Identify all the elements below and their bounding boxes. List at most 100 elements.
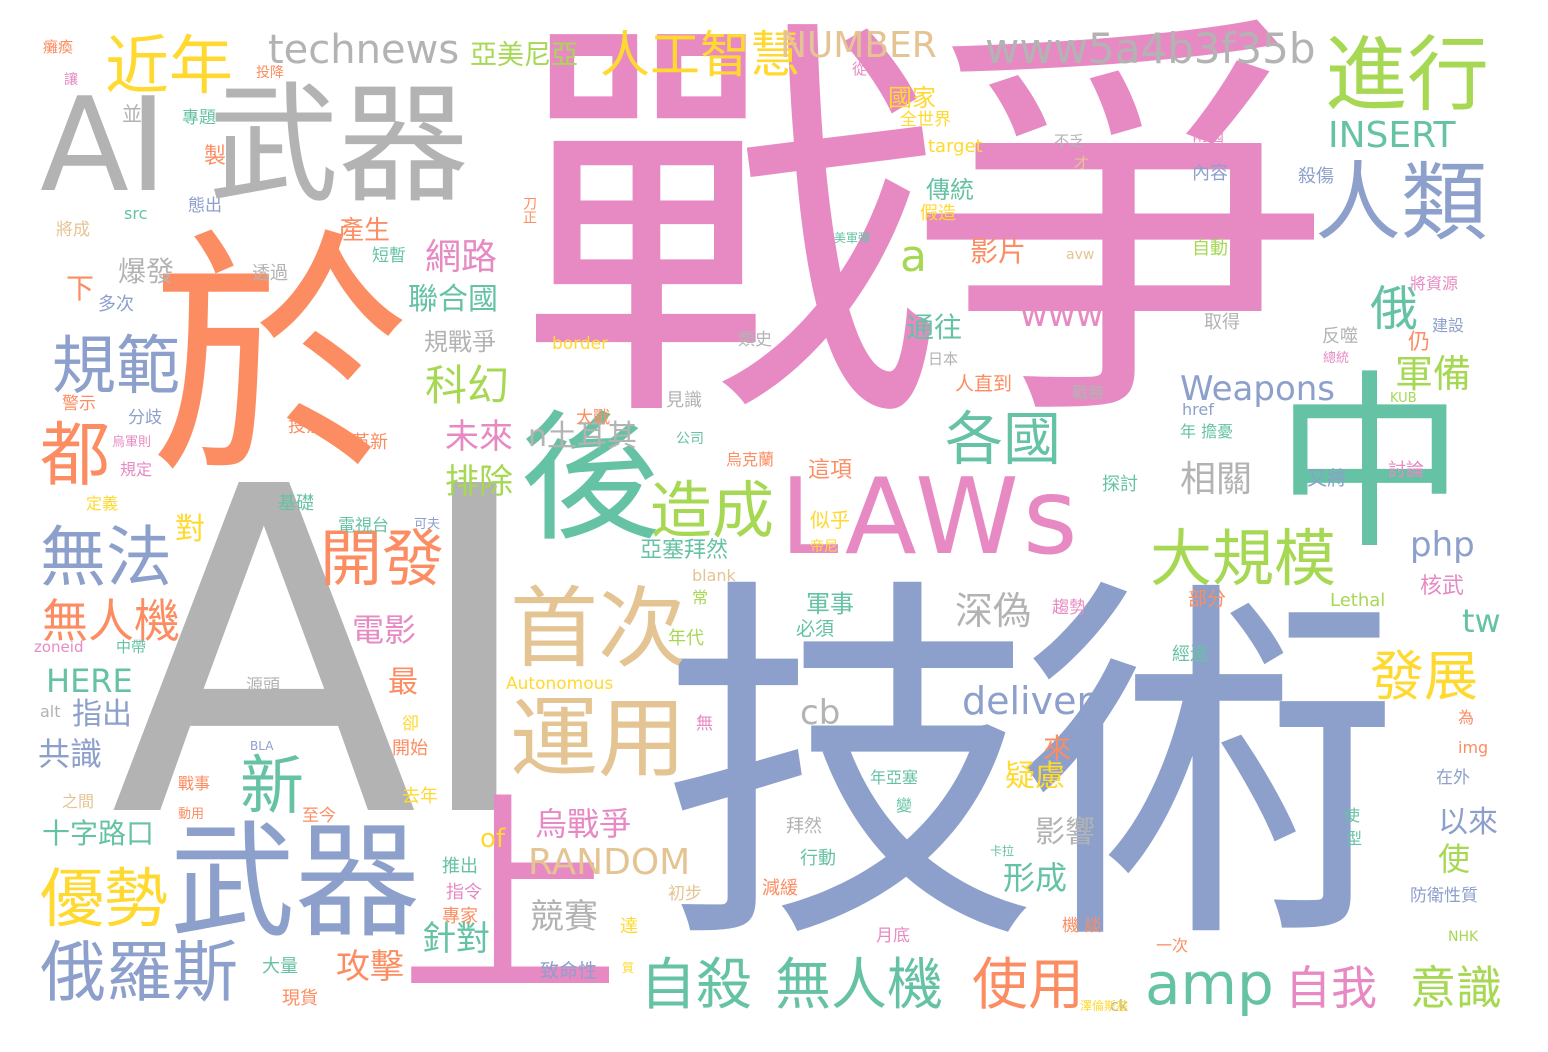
word: www5a4b3f35b xyxy=(985,24,1316,73)
word: 使 xyxy=(1344,806,1361,825)
word: 規範 xyxy=(52,330,180,404)
word: 網路 xyxy=(425,237,498,278)
word: 又將 xyxy=(1307,466,1347,490)
word: 警示 xyxy=(62,394,96,414)
word: www xyxy=(1020,295,1104,335)
word: 討論 xyxy=(1388,460,1424,481)
word: 使用 xyxy=(972,953,1084,1018)
word: 大量 xyxy=(262,956,298,977)
word: 建設 xyxy=(1432,316,1465,335)
word: 指令 xyxy=(446,882,482,903)
word: src xyxy=(124,204,148,223)
word: 專題 xyxy=(182,108,216,128)
word: 透過 xyxy=(252,263,288,284)
word: AI 武器 xyxy=(40,69,469,221)
word: 兩國 xyxy=(1192,126,1225,145)
word: 仍 xyxy=(1408,330,1431,355)
word: cb xyxy=(800,693,841,733)
word: 亞美尼亞 xyxy=(470,40,578,71)
word: 中帶 xyxy=(116,638,147,656)
word: 類史 xyxy=(738,330,772,350)
word: INSERT xyxy=(1328,115,1456,156)
word: 以來 xyxy=(1438,805,1498,840)
word: 卻 xyxy=(402,714,419,734)
word: KUB xyxy=(1390,391,1417,406)
word: 為 xyxy=(1458,708,1475,727)
word: 影片 xyxy=(970,235,1027,268)
word: 對 xyxy=(175,512,205,547)
word: 製 xyxy=(204,144,227,169)
word: 質 xyxy=(622,961,635,975)
word: 排除 xyxy=(445,462,513,502)
word: 核武 xyxy=(1420,574,1465,599)
word: 開發 xyxy=(320,522,445,595)
word: 達 xyxy=(620,916,638,937)
word: 無人機 xyxy=(42,594,180,648)
word: amp xyxy=(1145,950,1274,1018)
word: 發展 xyxy=(1370,645,1478,708)
word: 電影 xyxy=(352,611,417,649)
word: 致命性 xyxy=(540,960,598,982)
word: 聯合國 xyxy=(408,282,498,317)
word: 現貨 xyxy=(282,988,318,1009)
word: 拜然 xyxy=(786,816,822,837)
word: 十字路口 xyxy=(42,817,155,850)
word: 近年 xyxy=(105,30,233,104)
word: 取得 xyxy=(1204,312,1240,333)
word: a xyxy=(900,231,927,282)
word: 防衛性質 xyxy=(1410,886,1478,906)
word: RANDOM xyxy=(528,842,691,883)
word: NUMBER xyxy=(780,25,937,66)
word: 科幻 xyxy=(425,361,510,410)
word: 假造 xyxy=(920,203,956,224)
word: 各國 xyxy=(945,405,1062,473)
word: img xyxy=(1458,738,1489,757)
word: HERE xyxy=(46,662,133,700)
word: 趨勢 xyxy=(1052,598,1086,618)
word: NHK xyxy=(1448,929,1479,945)
word: 帝尼 xyxy=(810,539,838,555)
word: 烏戰爭 xyxy=(535,805,632,843)
word: 首次 xyxy=(510,577,687,680)
word: 讓 xyxy=(64,72,78,88)
word: 年亞塞 xyxy=(870,768,919,787)
word: 似乎 xyxy=(810,508,850,532)
word: 影響 xyxy=(1035,815,1095,850)
word: 投降 xyxy=(256,65,284,81)
word: 初步 xyxy=(668,884,702,904)
word: 動用 xyxy=(178,807,205,822)
word: 日本 xyxy=(928,350,959,368)
word: 技術 xyxy=(660,548,1400,991)
word: 才 xyxy=(1074,154,1090,172)
word: 殺傷 xyxy=(1298,166,1334,187)
word: 基礎 xyxy=(278,493,314,514)
word: 這項 xyxy=(808,458,853,483)
word: 從 xyxy=(852,60,868,78)
word: 人直到 xyxy=(955,373,1013,395)
word: Lethal xyxy=(1330,590,1386,611)
word: 人工智慧 xyxy=(600,26,800,84)
word: 型 xyxy=(1343,830,1362,846)
word: 下 xyxy=(66,272,95,305)
word: 革新 xyxy=(352,432,388,453)
word: 共識 xyxy=(38,735,103,773)
word: 態出 xyxy=(188,196,222,216)
word: 疑慮 xyxy=(1005,759,1065,794)
word: 進行 xyxy=(1325,28,1490,123)
word: 來 xyxy=(1043,732,1072,765)
word: 中 xyxy=(1275,354,1466,575)
word: 開始 xyxy=(392,738,428,759)
word: 針對 xyxy=(422,919,490,959)
word: 攻擊 xyxy=(336,947,404,987)
word: 公司 xyxy=(676,431,704,447)
word: 形成 xyxy=(1003,859,1068,897)
word: 亞塞拜然 xyxy=(640,538,729,563)
word: 造成 xyxy=(650,474,775,547)
word: target xyxy=(928,136,983,157)
word: delivery xyxy=(962,679,1115,723)
word: 源頭 xyxy=(246,676,280,696)
word: 年代 xyxy=(668,628,704,649)
word: 在外 xyxy=(1436,768,1470,788)
word: 美軍彈 xyxy=(834,231,871,245)
word: 定義 xyxy=(86,494,119,513)
